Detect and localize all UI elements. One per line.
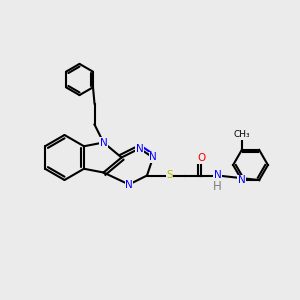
Text: H: H <box>213 180 222 193</box>
Text: N: N <box>149 152 157 163</box>
Text: N: N <box>238 175 246 185</box>
Text: N: N <box>214 170 221 181</box>
Text: N: N <box>136 143 143 154</box>
Text: CH₃: CH₃ <box>233 130 250 140</box>
Text: N: N <box>125 179 133 190</box>
Text: S: S <box>166 170 173 181</box>
Text: O: O <box>197 153 205 164</box>
Text: N: N <box>100 137 107 148</box>
